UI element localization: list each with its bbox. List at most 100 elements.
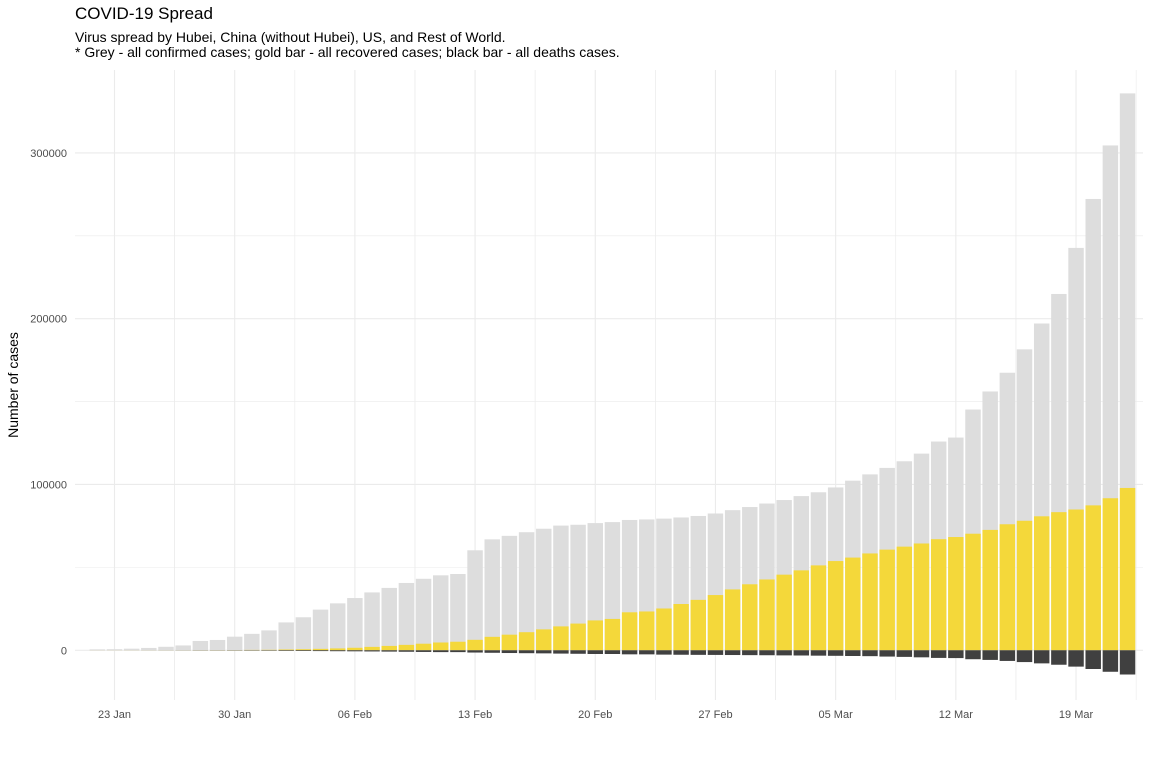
recovered-bar	[707, 595, 724, 651]
confirmed-bar	[106, 649, 123, 651]
confirmed-bar	[141, 647, 157, 651]
deaths-bar	[518, 650, 535, 654]
confirmed-bar	[192, 640, 209, 651]
deaths-bar	[433, 650, 449, 653]
recovered-bar	[793, 570, 810, 651]
confirmed-bar	[536, 528, 552, 651]
recovered-bar	[1085, 505, 1101, 651]
recovered-bar	[690, 599, 707, 651]
deaths-bar	[570, 650, 586, 654]
confirmed-bar	[518, 532, 535, 651]
recovered-bar	[398, 644, 415, 651]
confirmed-bar	[175, 645, 191, 651]
deaths-bar	[742, 650, 758, 656]
recovered-bar	[415, 643, 432, 651]
confirmed-bar	[484, 539, 500, 651]
confirmed-bar	[329, 603, 346, 651]
recovered-bar	[879, 549, 895, 651]
deaths-bar	[329, 650, 346, 652]
deaths-bar	[1102, 650, 1119, 672]
recovered-bar	[827, 561, 844, 651]
deaths-bar	[707, 650, 724, 655]
confirmed-bar	[261, 630, 277, 651]
recovered-bar	[381, 645, 397, 651]
deaths-bar	[604, 650, 621, 654]
deaths-bar	[656, 650, 672, 655]
deaths-bar	[364, 650, 380, 652]
recovered-bar	[896, 546, 913, 651]
deaths-bar	[896, 650, 913, 657]
deaths-bar	[639, 650, 655, 655]
bars-layer	[89, 93, 1136, 675]
recovered-bar	[433, 642, 449, 651]
recovered-bar	[621, 612, 638, 651]
confirmed-bar	[381, 587, 397, 651]
deaths-bar	[999, 650, 1016, 661]
deaths-bar	[690, 650, 707, 655]
recovered-bar	[724, 589, 741, 651]
deaths-bar	[553, 650, 569, 654]
confirmed-bar	[587, 523, 603, 651]
confirmed-bar	[312, 609, 329, 651]
deaths-bar	[930, 650, 947, 658]
confirmed-bar	[501, 535, 518, 651]
confirmed-bar	[226, 636, 243, 651]
deaths-bar	[1068, 650, 1084, 667]
x-tick-label: 20 Feb	[578, 709, 612, 721]
y-tick-label: 200000	[30, 314, 67, 326]
deaths-bar	[673, 650, 689, 655]
recovered-bar	[484, 636, 500, 651]
chart-subtitle-line-1: Virus spread by Hubei, China (without Hu…	[75, 29, 506, 45]
recovered-bar	[742, 584, 758, 651]
confirmed-bar	[450, 574, 466, 651]
chart-subtitle: Virus spread by Hubei, China (without Hu…	[75, 30, 620, 60]
x-tick-label: 27 Feb	[698, 709, 732, 721]
x-tick-label: 05 Mar	[819, 709, 854, 721]
recovered-bar	[1119, 487, 1136, 651]
confirmed-bar	[209, 639, 226, 651]
deaths-bar	[862, 650, 878, 657]
confirmed-bar	[158, 646, 174, 651]
deaths-bar	[1051, 650, 1067, 665]
confirmed-bar	[553, 525, 569, 651]
deaths-bar	[879, 650, 895, 657]
deaths-bar	[467, 650, 483, 653]
recovered-bar	[501, 634, 518, 651]
deaths-bar	[1016, 650, 1033, 663]
grid-layer	[75, 70, 1143, 700]
deaths-bar	[948, 650, 964, 659]
deaths-bar	[759, 650, 775, 656]
recovered-bar	[999, 524, 1016, 651]
recovered-bar	[810, 565, 827, 651]
deaths-bar	[827, 650, 844, 656]
recovered-bar	[759, 579, 775, 651]
x-tick-label: 12 Mar	[939, 709, 974, 721]
deaths-bar	[1033, 650, 1050, 664]
confirmed-bar	[570, 524, 586, 651]
deaths-bar	[845, 650, 861, 656]
recovered-bar	[982, 529, 998, 651]
deaths-bar	[398, 650, 415, 652]
recovered-bar	[656, 608, 672, 651]
deaths-bar	[1119, 650, 1136, 675]
recovered-bar	[347, 647, 363, 651]
confirmed-bar	[244, 633, 260, 651]
confirmed-bar	[347, 598, 363, 651]
deaths-bar	[776, 650, 792, 656]
deaths-bar	[965, 650, 981, 660]
recovered-bar	[536, 629, 552, 651]
recovered-bar	[278, 649, 294, 651]
y-tick-label: 300000	[30, 148, 67, 160]
deaths-bar	[295, 650, 312, 651]
deaths-bar	[536, 650, 552, 654]
recovered-bar	[1016, 520, 1033, 651]
deaths-bar	[587, 650, 603, 654]
recovered-bar	[948, 537, 964, 651]
x-tick-label: 19 Mar	[1059, 709, 1094, 721]
recovered-bar	[1051, 512, 1067, 651]
deaths-bar	[312, 650, 329, 652]
confirmed-bar	[364, 592, 380, 651]
recovered-bar	[295, 649, 312, 651]
deaths-bar	[450, 650, 466, 653]
